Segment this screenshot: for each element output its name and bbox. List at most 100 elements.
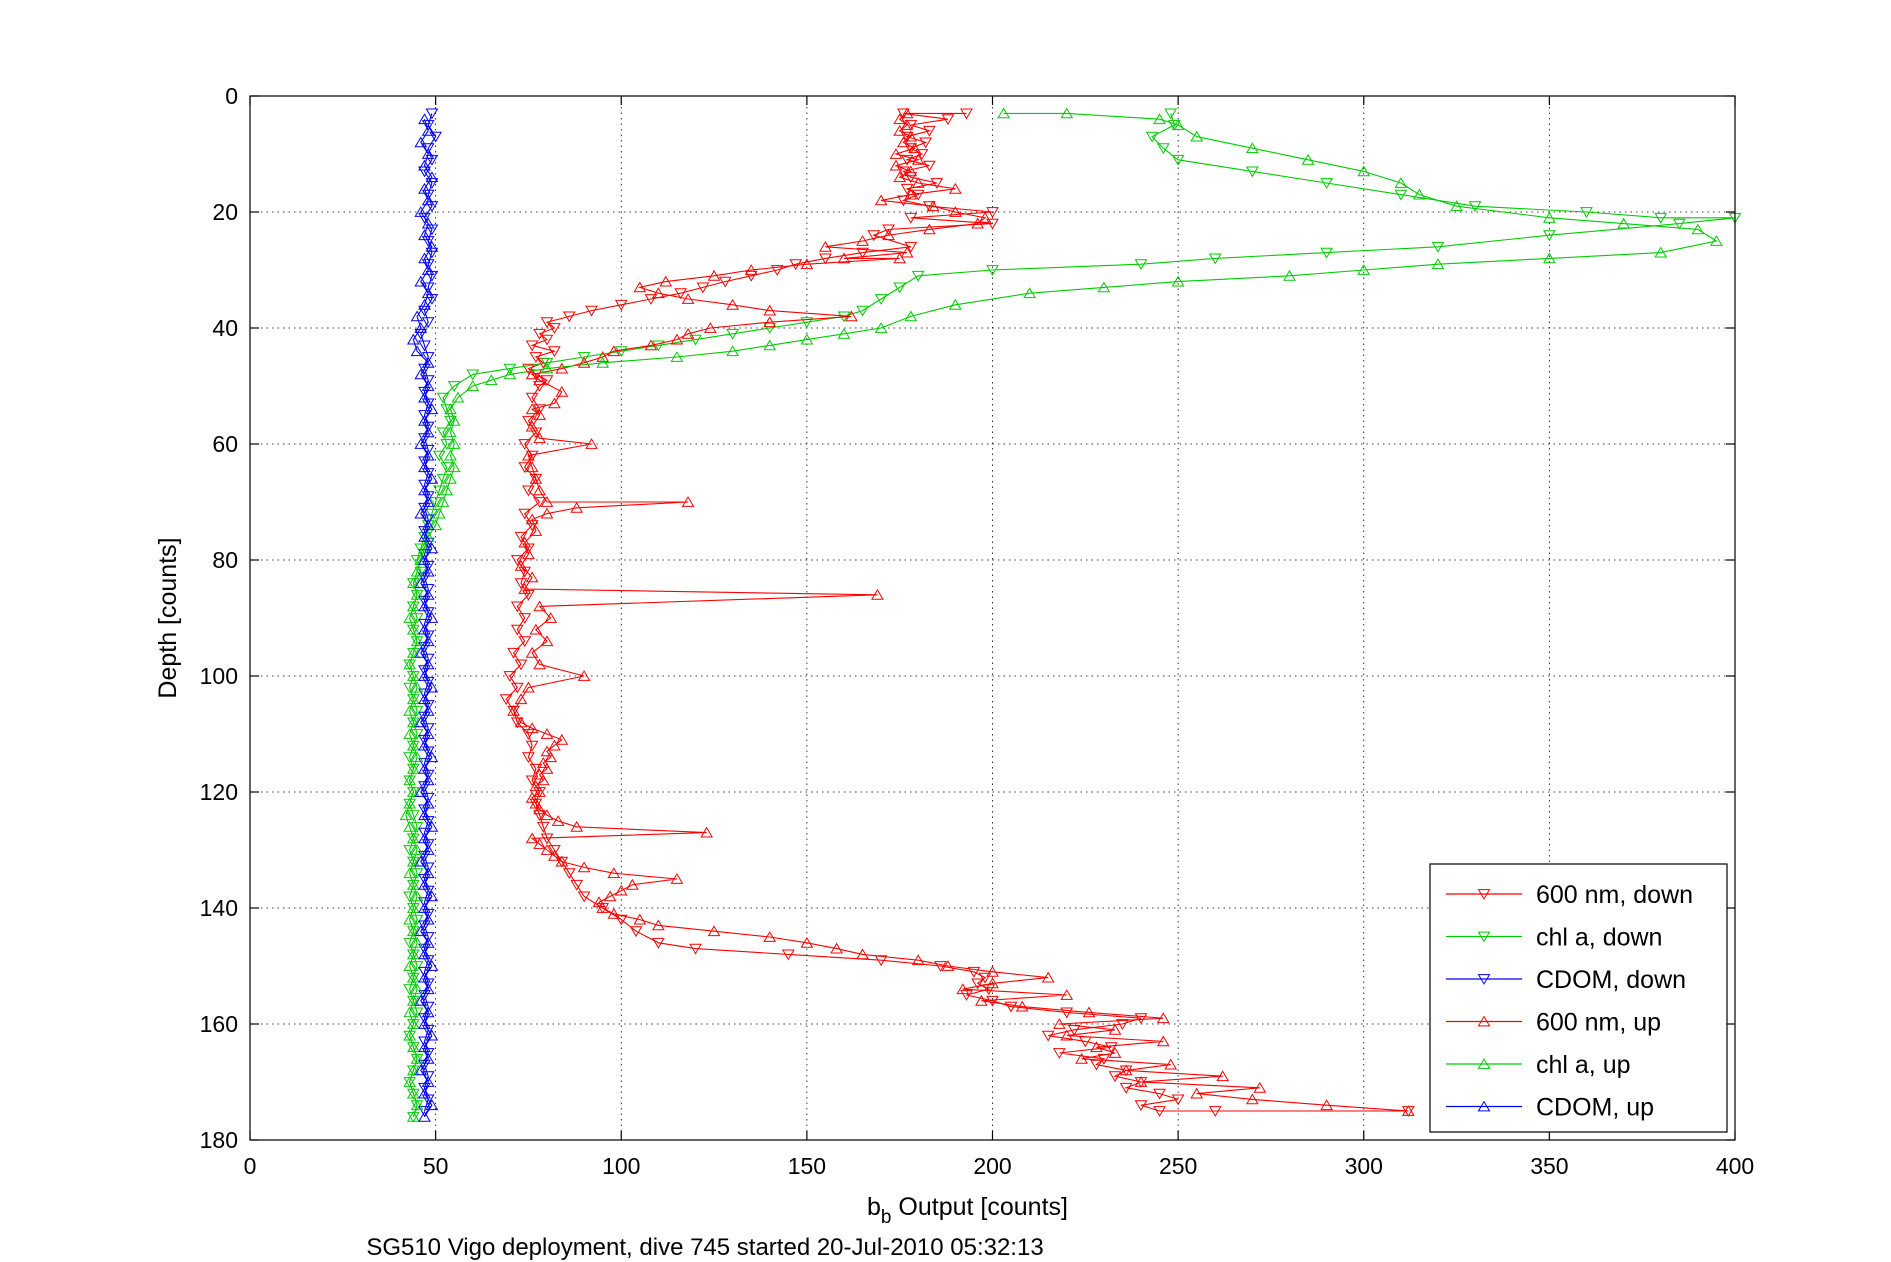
data-point: [403, 612, 417, 623]
data-point: [1164, 108, 1178, 120]
data-point: [410, 821, 424, 833]
data-point: [1394, 189, 1408, 201]
x-tick-label: 150: [788, 1153, 826, 1179]
data-point: [577, 356, 591, 368]
data-point: [421, 983, 435, 995]
data-point: [1015, 1000, 1029, 1012]
data-point: [406, 902, 420, 913]
data-point: [440, 404, 454, 416]
data-point: [406, 739, 420, 751]
data-point: [533, 786, 546, 797]
data-point: [503, 368, 517, 380]
data-point: [418, 1087, 431, 1099]
data-point: [856, 948, 869, 960]
data-point: [540, 507, 554, 519]
data-point: [1253, 1081, 1267, 1093]
data-point: [670, 873, 684, 884]
data-point: [904, 188, 918, 200]
data-point: [726, 328, 739, 340]
data-point: [923, 223, 936, 235]
data-point: [555, 733, 569, 745]
data-point: [403, 937, 417, 949]
y-tick-label: 0: [225, 83, 238, 109]
data-point: [410, 1099, 424, 1111]
data-point: [525, 832, 539, 844]
data-point: [414, 786, 428, 797]
data-point: [974, 994, 988, 1006]
data-point: [466, 380, 480, 391]
data-point: [551, 815, 565, 826]
data-point: [403, 867, 417, 879]
data-point: [510, 555, 524, 566]
series-line: [512, 112, 1409, 1112]
data-point: [626, 878, 639, 890]
data-point: [971, 217, 985, 229]
data-point: [1041, 971, 1055, 983]
data-point: [1075, 1052, 1088, 1064]
data-point: [533, 803, 546, 815]
legend: 600 nm, down chl a, down CDOM, down 600 nm,…: [1429, 863, 1728, 1133]
data-point: [652, 937, 665, 949]
data-point: [548, 397, 561, 409]
data-point: [403, 682, 417, 694]
data-point: [432, 450, 446, 462]
data-point: [707, 269, 721, 281]
data-point: [1543, 252, 1556, 264]
data-point: [522, 449, 535, 461]
data-point: [425, 108, 439, 120]
data-point: [403, 891, 417, 903]
y-axis-label: Depth [counts]: [154, 537, 182, 698]
data-point: [548, 323, 561, 334]
data-point: [986, 977, 999, 989]
data-point: [518, 462, 532, 474]
data-point: [856, 305, 869, 317]
data-point: [819, 253, 832, 265]
data-point: [444, 472, 457, 484]
data-point: [897, 136, 910, 148]
data-point: [540, 762, 554, 774]
data-point: [418, 182, 431, 194]
data-point: [540, 334, 554, 346]
data-point: [770, 265, 784, 276]
data-point: [536, 774, 550, 786]
data-point: [1691, 223, 1705, 235]
data-point: [421, 862, 435, 874]
data-point: [1543, 230, 1556, 242]
data-point: [425, 542, 439, 554]
data-point: [1082, 1006, 1096, 1018]
legend-box: [1429, 863, 1728, 1133]
data-point: [986, 265, 999, 276]
data-point: [406, 878, 420, 890]
data-point: [533, 374, 546, 386]
data-point: [525, 791, 539, 803]
data-point: [421, 519, 435, 531]
y-tick-label: 120: [200, 779, 238, 805]
x-axis-label: bb Output [counts]: [867, 1193, 1068, 1228]
data-point: [406, 716, 420, 728]
data-point: [514, 531, 528, 543]
data-point: [421, 380, 435, 391]
data-point: [510, 682, 524, 694]
data-point: [1097, 281, 1111, 293]
data-point: [533, 497, 546, 508]
data-point: [548, 849, 561, 861]
data-point: [425, 960, 439, 971]
data-point: [874, 194, 888, 206]
data-point: [1156, 1012, 1170, 1024]
data-point: [555, 855, 569, 867]
data-point: [1041, 1030, 1055, 1042]
legend-item: 600 nm, down: [1446, 881, 1693, 909]
data-point: [421, 1052, 435, 1064]
data-point: [900, 246, 914, 258]
data-point: [518, 613, 532, 624]
data-point: [874, 294, 888, 305]
data-point: [919, 137, 933, 149]
data-point: [1153, 113, 1166, 125]
data-point: [1156, 1035, 1170, 1047]
data-point: [410, 613, 424, 624]
data-point: [555, 362, 569, 374]
data-point: [570, 879, 584, 891]
legend-item: CDOM, up: [1446, 1094, 1654, 1122]
data-point: [406, 600, 420, 612]
